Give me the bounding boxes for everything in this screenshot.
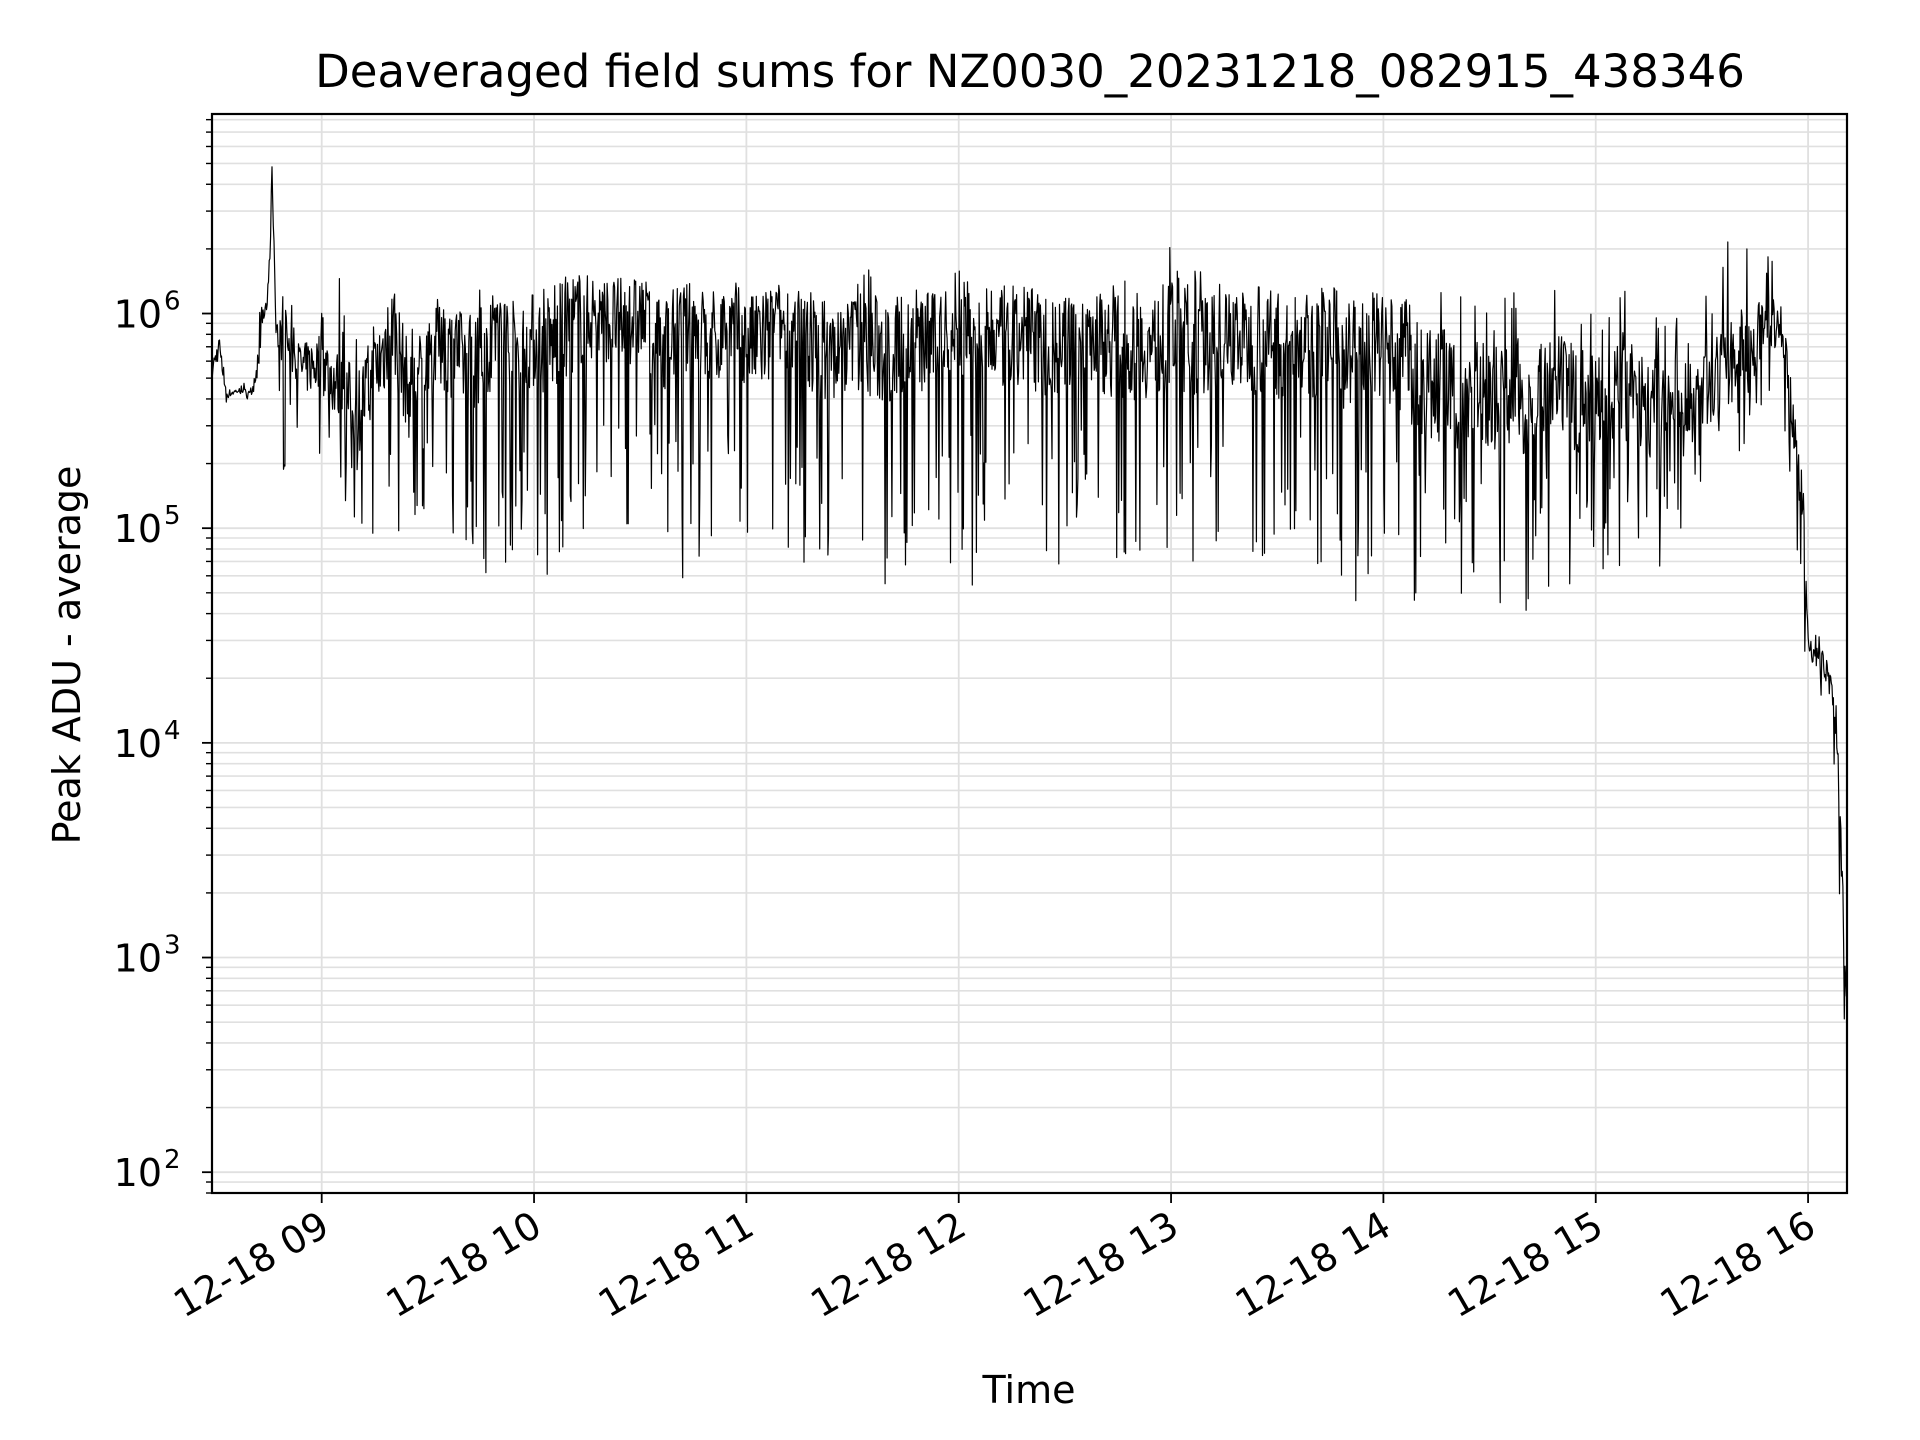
y-tick-label: 10 (114, 507, 162, 551)
series-line (212, 166, 1847, 1020)
y-tick-label: 10 (114, 293, 162, 337)
y-tick-exponent: 4 (164, 716, 181, 746)
y-axis-label: Peak ADU - average (45, 466, 89, 845)
y-tick-exponent: 6 (164, 287, 181, 317)
chart-title: Deaveraged field sums for NZ0030_2023121… (315, 45, 1745, 98)
y-tick-label: 10 (114, 937, 162, 981)
y-tick-exponent: 3 (164, 931, 181, 961)
plot-frame (210, 112, 1849, 1195)
y-tick-exponent: 5 (164, 501, 181, 531)
y-tick-label: 10 (114, 1151, 162, 1195)
y-tick-label: 10 (114, 722, 162, 766)
x-axis-label: Time (982, 1368, 1076, 1412)
y-tick-exponent: 2 (164, 1145, 181, 1175)
series-layer (212, 166, 1847, 1020)
grid (212, 114, 1847, 1194)
